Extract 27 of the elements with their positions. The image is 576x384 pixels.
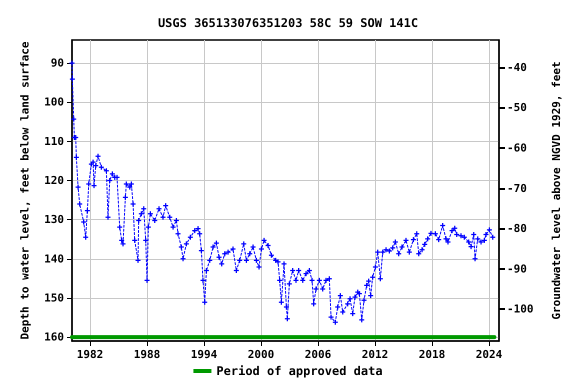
- y-tick-label: 160: [44, 330, 64, 344]
- legend-label: Period of approved data: [216, 364, 383, 378]
- x-tick-label: 2018: [418, 348, 446, 361]
- y2-tick-label: -40: [507, 60, 527, 74]
- y-tick-label: 100: [44, 96, 64, 109]
- x-tick-label: 2000: [248, 348, 274, 361]
- y-axis-title: Depth to water level, feet below land surface: [18, 41, 32, 340]
- y2-axis-title: Groundwater level above NGVD 1929, feet: [550, 61, 563, 320]
- y-tick-label: 90: [50, 56, 64, 70]
- y-tick-label: 110: [44, 134, 64, 148]
- y2-tick-label: -60: [507, 141, 527, 154]
- x-tick-label: 1982: [76, 348, 104, 361]
- x-tick-label: 1994: [190, 348, 218, 361]
- y2-tick-label: -70: [507, 182, 527, 195]
- y2-tick-label: -50: [507, 101, 527, 114]
- y2-tick-label: -100: [507, 302, 534, 316]
- x-tick-label: 2024: [476, 348, 503, 361]
- y-tick-label: 120: [44, 174, 64, 188]
- chart-title: USGS 365133076351203 58C 59 SOW 141C: [158, 16, 418, 30]
- y-tick-label: 130: [44, 213, 64, 226]
- y-tick-label: 140: [44, 252, 64, 266]
- x-tick-label: 1988: [134, 348, 160, 361]
- y2-tick-label: -90: [507, 262, 527, 276]
- y2-tick-label: -80: [507, 222, 527, 236]
- x-tick-label: 2012: [362, 348, 388, 361]
- x-tick-label: 2006: [304, 348, 332, 361]
- y-tick-label: 150: [44, 291, 64, 304]
